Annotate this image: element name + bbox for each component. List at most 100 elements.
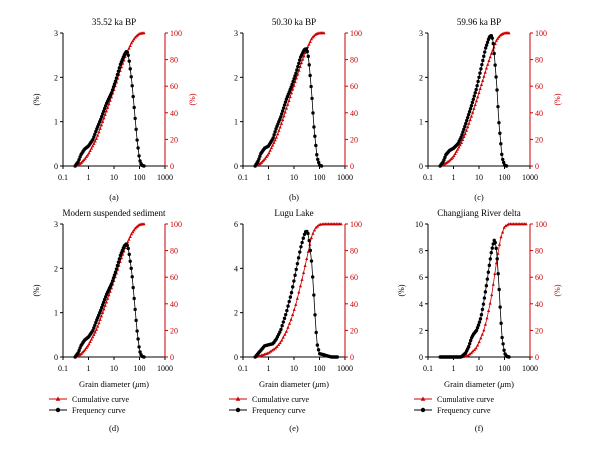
cumulative-point (101, 119, 105, 123)
frequency-point (500, 335, 504, 340)
cumulative-point (287, 98, 291, 102)
frequency-point (298, 58, 302, 62)
frequency-point (109, 91, 114, 95)
frequency-point (289, 85, 293, 89)
x-tick-label: 1000 (337, 173, 353, 182)
frequency-point (497, 287, 501, 292)
cumulative-point (271, 143, 275, 147)
cumulative-point (309, 37, 314, 41)
frequency-point (307, 63, 311, 67)
panel-title: Changjiang River delta (437, 208, 520, 218)
frequency-point (315, 153, 319, 157)
cumulative-point (301, 57, 305, 61)
frequency-point (293, 273, 297, 277)
cumulative-point (468, 118, 472, 122)
frequency-point (315, 343, 320, 347)
cumulative-point (316, 224, 320, 228)
x-tick-label: 100 (499, 173, 511, 182)
frequency-point (495, 88, 499, 92)
frequency-point (473, 91, 477, 95)
cumulative-point (87, 342, 91, 346)
y-tick-right-label: 80 (170, 56, 178, 65)
frequency-point (482, 54, 486, 58)
frequency-point (133, 116, 137, 121)
y-tick-left-label: 4 (419, 300, 423, 309)
cumulative-point (129, 41, 134, 45)
cumulative-point (274, 135, 279, 139)
cumulative-point (84, 155, 89, 159)
frequency-point (459, 135, 463, 140)
frequency-point (298, 250, 302, 254)
frequency-point (484, 284, 489, 288)
y-axis-right-label: (%) (553, 93, 562, 105)
frequency-point (462, 127, 466, 131)
frequency-point (490, 246, 494, 250)
cumulative-point (486, 308, 491, 312)
frequency-point (280, 324, 284, 328)
cumulative-point (92, 141, 96, 145)
frequency-point (291, 79, 295, 84)
y-tick-right-label: 20 (350, 326, 358, 335)
x-tick-label: 0.1 (58, 364, 68, 373)
cumulative-point (94, 327, 99, 331)
cumulative-point (279, 121, 284, 125)
legend-frequency-label: Frequency curve (72, 406, 126, 415)
y-tick-right-label: 0 (350, 353, 354, 362)
x-tick-label: 100 (134, 173, 146, 182)
frequency-point (100, 305, 104, 310)
frequency-point (483, 50, 487, 54)
cumulative-point (89, 146, 94, 150)
frequency-point (134, 127, 138, 132)
frequency-point (483, 290, 488, 294)
frequency-point (280, 112, 284, 116)
cumulative-point (459, 140, 464, 144)
frequency-point (127, 59, 131, 63)
frequency-curve-line (254, 230, 338, 358)
cumulative-point (483, 322, 488, 326)
y-tick-left-label: 1 (54, 118, 58, 127)
frequency-point (314, 330, 318, 335)
cumulative-point (287, 321, 292, 325)
y-tick-right-label: 20 (170, 135, 178, 144)
frequency-point (258, 154, 262, 158)
cumulative-point (462, 135, 466, 139)
cumulative-point (454, 149, 459, 153)
y-tick-right-label: 100 (170, 29, 182, 38)
legend-cumulative-swatch-marker (55, 396, 61, 401)
legend-frequency-swatch-marker (55, 407, 61, 413)
frequency-point (130, 275, 134, 279)
cumulative-point (312, 228, 317, 232)
cumulative-point (298, 284, 303, 288)
y-axis-right-label: (%) (553, 284, 562, 296)
y-tick-right-label: 80 (535, 247, 543, 256)
y-tick-right-label: 60 (170, 82, 178, 91)
cumulative-point (264, 155, 269, 159)
frequency-point (493, 240, 497, 245)
y-tick-left-label: 6 (419, 273, 423, 282)
cumulative-point (480, 332, 484, 336)
cumulative-point (472, 347, 477, 351)
x-tick-label: 0.1 (423, 364, 433, 373)
cumulative-point (103, 303, 107, 307)
y-tick-right-label: 40 (170, 300, 178, 309)
frequency-point (296, 256, 301, 260)
frequency-point (306, 54, 310, 59)
cumulative-point (464, 128, 469, 132)
frequency-point (91, 328, 95, 333)
cumulative-point (471, 110, 475, 114)
y-tick-right-label: 20 (350, 135, 358, 144)
cumulative-point (82, 158, 86, 162)
frequency-point (279, 115, 283, 119)
frequency-point (125, 50, 129, 55)
cumulative-point (504, 224, 508, 228)
frequency-point (128, 67, 132, 71)
cumulative-point (282, 114, 286, 118)
cumulative-point (267, 350, 271, 354)
frequency-point (142, 355, 146, 359)
frequency-point (484, 43, 489, 47)
frequency-point (293, 74, 297, 78)
x-tick-label: 10 (290, 364, 298, 373)
frequency-point (116, 260, 121, 264)
cumulative-point (87, 151, 91, 155)
x-tick-label: 10 (475, 173, 483, 182)
